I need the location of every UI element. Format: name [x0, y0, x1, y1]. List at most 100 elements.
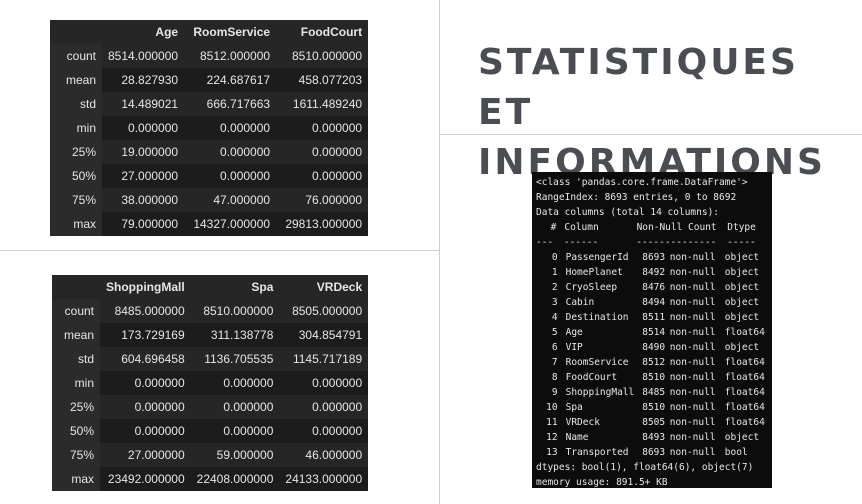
info-row-nonnull: non-null [669, 267, 716, 278]
info-row-count: 8510 [642, 372, 666, 383]
info-row-count: 8510 [642, 402, 666, 413]
cell: 458.077203 [276, 68, 369, 92]
info-row-idx: 4 [551, 312, 558, 323]
info-sep-dtype: ----- [727, 237, 756, 248]
describe-table-2: ShoppingMall Spa VRDeck count 8485.000000… [52, 275, 369, 491]
cell: 27.000000 [102, 164, 185, 188]
cell: 0.000000 [279, 395, 369, 419]
info-column-row: 6 VIP 8490 non-null object [536, 340, 768, 355]
cell: 0.000000 [190, 419, 280, 443]
info-row-dtype: object [724, 342, 760, 353]
cell: 604.696458 [100, 347, 191, 371]
info-row-count: 8490 [642, 342, 666, 353]
info-header-idx: # [550, 222, 557, 233]
info-row-nonnull: non-null [669, 402, 716, 413]
info-row-idx: 12 [546, 432, 558, 443]
cell: 0.000000 [276, 140, 369, 164]
info-row-idx: 8 [551, 372, 558, 383]
cell: 22408.000000 [190, 467, 280, 491]
info-column-row: 9 ShoppingMall 8485 non-null float64 [536, 385, 768, 400]
info-row-nonnull: non-null [669, 357, 716, 368]
cell: 14327.000000 [184, 212, 277, 236]
info-column-row: 2 CryoSleep 8476 non-null object [536, 280, 768, 295]
row-label: min [52, 371, 100, 395]
info-row-count: 8476 [642, 282, 666, 293]
info-row-dtype: object [724, 297, 760, 308]
info-row-column: FoodCourt [565, 372, 618, 383]
table-row: max 79.000000 14327.000000 29813.000000 [50, 212, 369, 236]
info-header-nonnull: Non-Null Count [636, 222, 717, 233]
cell: 0.000000 [100, 419, 191, 443]
table-row: 75% 27.000000 59.000000 46.000000 [52, 443, 369, 467]
info-row-count: 8693 [642, 447, 666, 458]
table-row: max 23492.000000 22408.000000 24133.000000 [52, 467, 369, 491]
info-column-row: 8 FoodCourt 8510 non-null float64 [536, 370, 768, 385]
table-row: min 0.000000 0.000000 0.000000 [50, 116, 369, 140]
info-header-column: Column [564, 222, 599, 233]
row-label: 75% [50, 188, 102, 212]
info-column-row: 7 RoomService 8512 non-null float64 [536, 355, 768, 370]
info-row-count: 8514 [642, 327, 666, 338]
info-row-dtype: float64 [724, 372, 765, 383]
cell: 8505.000000 [279, 299, 369, 323]
table-header-row: Age RoomService FoodCourt [50, 20, 369, 44]
info-header-row: # Column Non-Null Count Dtype [536, 220, 768, 235]
cell: 8514.000000 [102, 44, 185, 68]
info-row-column: ShoppingMall [565, 387, 635, 398]
cell: 79.000000 [102, 212, 185, 236]
row-label: count [52, 299, 100, 323]
info-column-row: 0 PassengerId 8693 non-null object [536, 250, 768, 265]
page-title: STATISTIQUES ET INFORMATIONS [478, 38, 848, 188]
row-label: 75% [52, 443, 100, 467]
info-row-count: 8494 [642, 297, 666, 308]
info-separator-row: --- ------ -------------- ----- [536, 235, 768, 250]
title-line-1: STATISTIQUES ET [478, 42, 799, 133]
cell: 1611.489240 [276, 92, 369, 116]
row-label: 50% [52, 419, 100, 443]
info-row-nonnull: non-null [669, 432, 716, 443]
cell: 1145.717189 [279, 347, 369, 371]
describe-table-2-grid: ShoppingMall Spa VRDeck count 8485.000000… [52, 275, 369, 491]
row-label: 25% [50, 140, 102, 164]
info-row-idx: 11 [546, 417, 558, 428]
cell: 29813.000000 [276, 212, 369, 236]
info-row-count: 8493 [642, 432, 666, 443]
describe-table-1-grid: Age RoomService FoodCourt count 8514.0000… [50, 20, 369, 236]
info-columns-line: Data columns (total 14 columns): [536, 207, 720, 218]
info-row-idx: 1 [551, 267, 558, 278]
cell: 38.000000 [102, 188, 185, 212]
index-header [50, 20, 102, 44]
row-label: std [52, 347, 100, 371]
row-label: max [50, 212, 102, 236]
table-row: 50% 27.000000 0.000000 0.000000 [50, 164, 369, 188]
info-row-nonnull: non-null [669, 252, 716, 263]
info-row-dtype: object [724, 432, 760, 443]
info-column-row: 1 HomePlanet 8492 non-null object [536, 265, 768, 280]
info-row-dtype: object [724, 312, 760, 323]
vertical-divider [439, 0, 440, 504]
info-column-row: 3 Cabin 8494 non-null object [536, 295, 768, 310]
table-row: min 0.000000 0.000000 0.000000 [52, 371, 369, 395]
info-column-row: 5 Age 8514 non-null float64 [536, 325, 768, 340]
info-row-column: PassengerId [565, 252, 629, 263]
cell: 23492.000000 [100, 467, 191, 491]
info-row-idx: 2 [551, 282, 558, 293]
info-row-idx: 5 [551, 327, 558, 338]
cell: 311.138778 [190, 323, 280, 347]
info-row-dtype: float64 [724, 327, 765, 338]
column-header: Spa [190, 275, 280, 299]
info-row-nonnull: non-null [669, 312, 716, 323]
cell: 0.000000 [184, 164, 277, 188]
cell: 224.687617 [184, 68, 277, 92]
info-row-count: 8693 [642, 252, 666, 263]
table-row: std 604.696458 1136.705535 1145.717189 [52, 347, 369, 371]
cell: 0.000000 [100, 371, 191, 395]
row-label: min [50, 116, 102, 140]
cell: 59.000000 [190, 443, 280, 467]
info-row-column: Age [565, 327, 583, 338]
cell: 8510.000000 [276, 44, 369, 68]
info-row-nonnull: non-null [669, 342, 716, 353]
info-row-nonnull: non-null [669, 282, 716, 293]
table-row: 75% 38.000000 47.000000 76.000000 [50, 188, 369, 212]
info-row-idx: 6 [551, 342, 558, 353]
